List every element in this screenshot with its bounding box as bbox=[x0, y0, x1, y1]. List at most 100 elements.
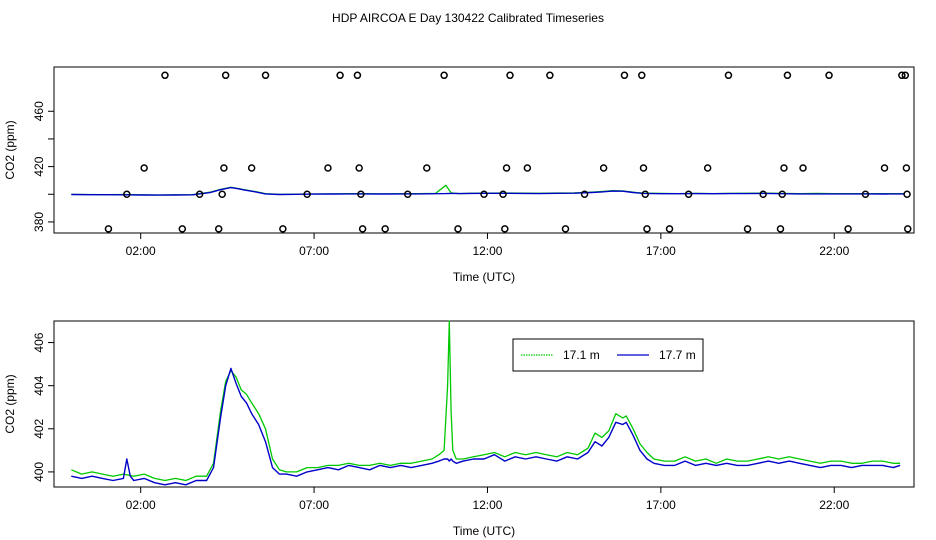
scatter-point bbox=[161, 71, 169, 80]
scatter-point bbox=[638, 71, 646, 80]
y-axis-bottom: 400 402 404 406 bbox=[32, 332, 55, 482]
scatter-point bbox=[303, 190, 311, 199]
y-tick-label: 404 bbox=[32, 375, 46, 395]
scatter-point bbox=[502, 164, 511, 172]
scatter-point bbox=[358, 225, 367, 233]
x-tick-label: 02:00 bbox=[126, 244, 156, 258]
x-tick-label: 07:00 bbox=[299, 244, 329, 258]
scatter-point bbox=[523, 164, 532, 172]
scatter-point bbox=[825, 71, 833, 80]
panel-top: 02:00 07:00 12:00 17:00 22:00 380 420 460 Time… bbox=[3, 66, 915, 284]
plot-frame-top bbox=[53, 66, 915, 234]
y-axis-top: 380 420 460 bbox=[32, 101, 55, 232]
scatter-point bbox=[880, 164, 889, 172]
x-axis-label-top: Time (UTC) bbox=[453, 270, 515, 284]
scatter-point bbox=[665, 225, 674, 233]
scatter-point bbox=[499, 190, 507, 199]
y-axis-label-top: CO2 (ppm) bbox=[3, 120, 17, 179]
scatter-point bbox=[844, 225, 852, 233]
scatter-point bbox=[546, 71, 554, 80]
scatter-point bbox=[353, 71, 362, 80]
scatter-point bbox=[403, 190, 412, 199]
scatter-point bbox=[861, 190, 870, 199]
scatter-point bbox=[776, 225, 785, 233]
scatter-point bbox=[423, 164, 431, 172]
scatter-point bbox=[703, 164, 712, 172]
series-line-17-7-m bbox=[71, 367, 901, 486]
y-axis-label-bottom: CO2 (ppm) bbox=[3, 374, 17, 433]
scatter-point bbox=[454, 225, 462, 233]
scatter-point bbox=[639, 164, 648, 172]
scatter-point bbox=[279, 225, 287, 233]
scatter-point bbox=[247, 164, 256, 172]
scatter-point bbox=[336, 71, 344, 80]
scatter-point bbox=[218, 190, 226, 199]
series-group-top bbox=[71, 184, 904, 196]
legend-label-17-7: 17.7 m bbox=[659, 348, 696, 362]
scatter-point bbox=[643, 225, 651, 233]
scatter-point bbox=[904, 225, 912, 233]
scatter-point bbox=[123, 190, 131, 199]
series-line-1 bbox=[71, 186, 904, 196]
scatter-point bbox=[324, 164, 332, 172]
scatter-point bbox=[743, 225, 752, 233]
scatter-point bbox=[780, 164, 788, 172]
scatter-point bbox=[480, 190, 488, 199]
y-tick-label: 406 bbox=[32, 332, 46, 352]
legend-label-17-1: 17.1 m bbox=[563, 348, 600, 362]
scatter-point bbox=[898, 71, 906, 80]
x-tick-label: 12:00 bbox=[472, 498, 502, 512]
scatter-point bbox=[903, 190, 911, 199]
y-tick-label: 460 bbox=[32, 101, 46, 121]
scatter-point bbox=[783, 71, 792, 80]
x-tick-label: 12:00 bbox=[472, 244, 502, 258]
scatter-point bbox=[501, 225, 509, 233]
scatter-point bbox=[506, 71, 514, 80]
scatter-point bbox=[620, 71, 629, 80]
series-line-17-1-m bbox=[71, 320, 901, 482]
scatter-point bbox=[214, 225, 223, 233]
x-tick-label: 22:00 bbox=[819, 244, 849, 258]
scatter-point bbox=[759, 190, 767, 199]
series-group-bottom bbox=[71, 320, 901, 486]
x-axis-top: 02:00 07:00 12:00 17:00 22:00 bbox=[126, 232, 850, 258]
scatter-point bbox=[140, 164, 148, 172]
scatter-point bbox=[684, 190, 693, 199]
y-tick-label: 420 bbox=[32, 156, 46, 176]
legend: 17.1 m 17.7 m bbox=[512, 338, 704, 372]
scatter-point bbox=[580, 190, 589, 199]
scatter-point bbox=[599, 164, 608, 172]
x-axis-label-bottom: Time (UTC) bbox=[453, 524, 515, 538]
x-tick-label: 07:00 bbox=[299, 498, 329, 512]
scatter-point bbox=[104, 225, 113, 233]
scatter-point bbox=[178, 225, 187, 233]
scatter-point bbox=[724, 71, 733, 80]
panel-bottom: 02:00 07:00 12:00 17:00 22:00 400 402 404 406 T… bbox=[3, 320, 915, 538]
legend-box bbox=[512, 338, 704, 372]
scatter-point bbox=[381, 225, 389, 233]
scatter-point bbox=[561, 225, 570, 233]
y-tick-label: 400 bbox=[32, 462, 46, 482]
scatter-point bbox=[778, 190, 786, 199]
scatter-point bbox=[221, 71, 230, 80]
scatter-point bbox=[440, 71, 448, 80]
scatter-point bbox=[355, 164, 363, 172]
x-tick-label: 17:00 bbox=[646, 244, 676, 258]
points-group-top bbox=[104, 71, 912, 233]
scatter-point bbox=[902, 164, 911, 172]
x-tick-label: 22:00 bbox=[819, 498, 849, 512]
figure-title: HDP AIRCOA E Day 130422 Calibrated Times… bbox=[332, 11, 604, 25]
y-tick-label: 402 bbox=[32, 418, 46, 438]
x-tick-label: 02:00 bbox=[126, 498, 156, 512]
y-tick-label: 380 bbox=[32, 212, 46, 232]
scatter-point bbox=[261, 71, 270, 80]
x-axis-bottom: 02:00 07:00 12:00 17:00 22:00 bbox=[126, 486, 850, 512]
scatter-point bbox=[641, 190, 649, 199]
scatter-point bbox=[901, 71, 910, 80]
x-tick-label: 17:00 bbox=[646, 498, 676, 512]
scatter-point bbox=[357, 190, 365, 199]
scatter-point bbox=[220, 164, 228, 172]
scatter-point bbox=[799, 164, 807, 172]
scatter-point bbox=[195, 190, 204, 199]
